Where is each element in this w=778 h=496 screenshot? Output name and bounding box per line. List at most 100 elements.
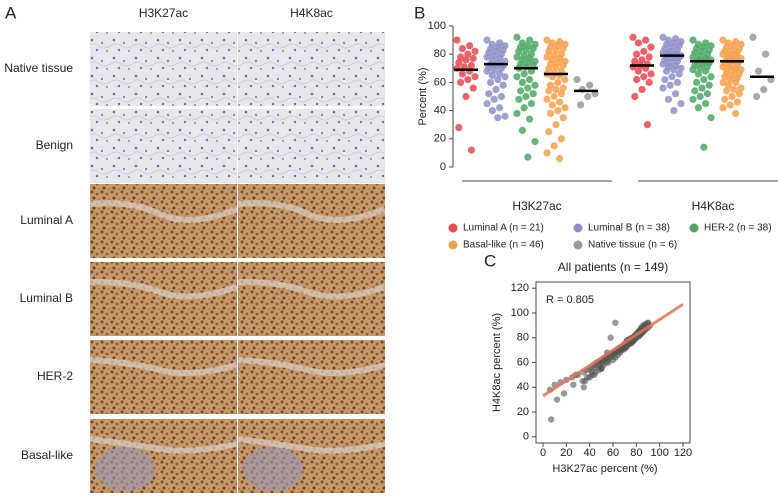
x-axis-label: H3K27ac percent (%)	[552, 463, 657, 475]
dot	[520, 70, 528, 78]
dot	[732, 109, 740, 118]
dot	[629, 33, 637, 41]
y-tick-label: 100	[511, 307, 529, 319]
dot	[494, 114, 502, 122]
dot	[586, 81, 594, 89]
dot	[471, 73, 479, 81]
dot	[455, 123, 463, 132]
dot	[760, 85, 768, 94]
dot	[694, 70, 703, 78]
y-tick-label: 80	[517, 332, 529, 344]
dot	[638, 56, 646, 64]
dot	[719, 78, 727, 86]
dot	[700, 75, 708, 84]
dot	[545, 128, 553, 136]
legend-label: Luminal A (n = 21)	[463, 223, 544, 234]
legend-swatch	[448, 240, 458, 250]
point	[580, 384, 588, 391]
dot	[458, 44, 466, 53]
x-tick-label: 0	[540, 447, 546, 459]
dot	[577, 101, 585, 109]
dot	[730, 85, 738, 94]
legend-label: Luminal B (n = 38)	[588, 223, 670, 234]
dot	[496, 70, 504, 78]
dot	[552, 46, 560, 54]
dot	[707, 73, 715, 81]
dot	[700, 143, 708, 151]
stroma	[237, 357, 386, 376]
legend-swatch	[573, 223, 583, 233]
dot	[659, 84, 667, 92]
dot	[693, 78, 701, 86]
panel-a: A H3K27ac H4K8ac Native tissue Benign Luminal…	[4, 3, 387, 493]
row-label: Luminal B	[20, 291, 73, 305]
dot	[647, 70, 655, 78]
row-label: Luminal A	[20, 213, 73, 227]
dot	[524, 153, 532, 161]
dot	[483, 99, 491, 108]
dot	[672, 90, 680, 98]
x-tick-label: 120	[674, 447, 692, 459]
histology-image	[238, 109, 385, 183]
point	[612, 319, 619, 327]
dot	[659, 60, 667, 68]
point	[584, 374, 591, 381]
dot	[702, 99, 710, 108]
point	[579, 377, 586, 385]
dot	[464, 75, 472, 84]
dot	[705, 81, 713, 89]
dot	[545, 64, 553, 72]
stroma	[237, 436, 386, 454]
dot	[703, 90, 712, 98]
dot	[689, 36, 697, 44]
dot	[666, 81, 674, 89]
dot	[702, 67, 710, 75]
dot	[668, 73, 676, 81]
dot	[559, 84, 567, 92]
histology-image	[90, 32, 237, 106]
dot	[531, 81, 539, 89]
dot	[550, 92, 558, 101]
dot	[735, 90, 743, 98]
dot	[501, 112, 509, 120]
dot	[661, 75, 669, 84]
annotation: R = 0.805	[546, 294, 594, 306]
group-label: H3K27ac	[512, 199, 561, 213]
dot	[547, 81, 555, 89]
dot	[556, 98, 564, 106]
dot	[677, 99, 685, 108]
dot	[526, 115, 534, 123]
dot	[754, 67, 763, 75]
dot	[631, 57, 639, 65]
dot	[670, 66, 678, 74]
dot	[499, 81, 507, 89]
histology-image	[238, 32, 385, 106]
legend-swatch	[689, 223, 699, 233]
dot	[726, 101, 734, 109]
dot	[453, 36, 461, 44]
dot	[659, 33, 667, 41]
dot	[573, 75, 581, 84]
histology-image	[90, 184, 237, 258]
dot	[552, 85, 560, 94]
dot	[719, 63, 727, 71]
lymphoid-area	[95, 447, 155, 491]
dot	[691, 87, 699, 95]
dot	[488, 107, 496, 115]
dot	[524, 84, 532, 92]
dot	[457, 53, 465, 61]
point	[560, 390, 568, 397]
histology-image	[238, 184, 385, 258]
dot	[724, 81, 733, 89]
trend-line	[542, 303, 684, 398]
dot	[689, 66, 697, 74]
dot	[529, 90, 537, 98]
dot	[492, 85, 500, 94]
point	[591, 371, 598, 379]
y-tick-label: 0	[440, 161, 446, 173]
dot	[518, 78, 527, 86]
dot	[520, 104, 528, 112]
dot	[545, 87, 553, 95]
dot	[464, 50, 472, 58]
point	[553, 396, 561, 403]
